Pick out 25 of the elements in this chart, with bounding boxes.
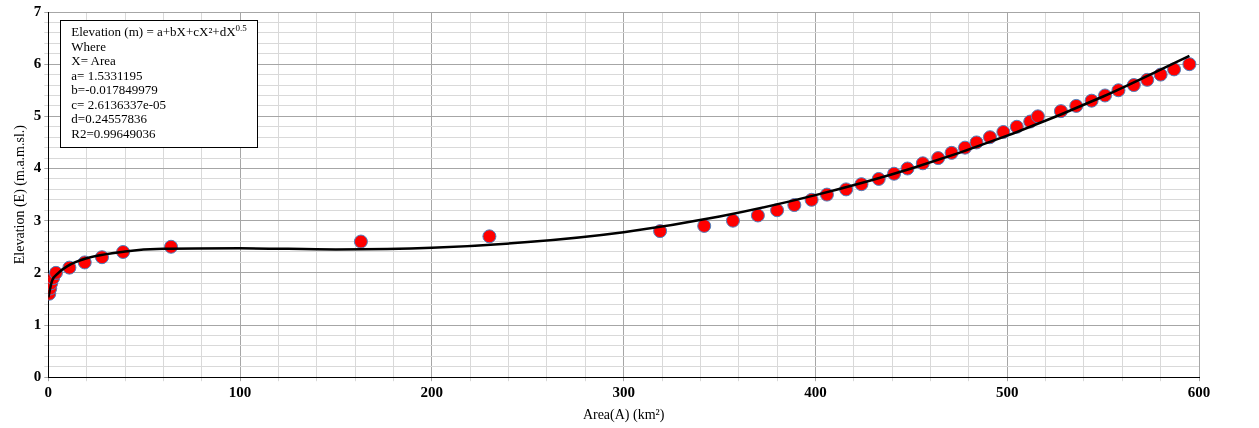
y-tick-label: 5 <box>33 107 42 124</box>
annotation: b=-0.017849979 <box>71 82 159 98</box>
x-tick-label: 600 <box>1187 384 1211 401</box>
y-tick-label: 7 <box>33 2 42 19</box>
annotation: R2=0.99649036 <box>71 125 157 141</box>
annotation: d=0.24557836 <box>71 111 148 127</box>
y-tick-label: 6 <box>33 55 42 72</box>
y-tick-label: 4 <box>33 159 42 176</box>
x-tick-label: 100 <box>228 384 252 401</box>
x-tick-label: 300 <box>612 384 635 401</box>
annotation: c= 2.6136337e-05 <box>71 96 167 112</box>
x-tick-label: 200 <box>420 384 444 401</box>
x-tick-label: 0 <box>44 384 53 401</box>
y-tick-label: 3 <box>33 211 42 228</box>
x-axis-title: Area(A) (km²) <box>582 407 665 424</box>
x-tick-label: 500 <box>995 384 1019 401</box>
annotation: a= 1.5331195 <box>71 67 144 83</box>
y-tick-label: 0 <box>33 368 42 385</box>
x-tick-label: 400 <box>804 384 827 401</box>
annotation: Where <box>71 38 107 54</box>
annotation: Elevation (m) = a+bX+cX²+dX$^{0.5}$ <box>71 22 247 40</box>
annotation: X= Area <box>71 53 117 69</box>
y-axis-title: Elevation (E) (m.a.m.sl.) <box>12 124 29 265</box>
y-tick-label: 1 <box>33 315 42 332</box>
y-tick-label: 2 <box>33 263 42 280</box>
